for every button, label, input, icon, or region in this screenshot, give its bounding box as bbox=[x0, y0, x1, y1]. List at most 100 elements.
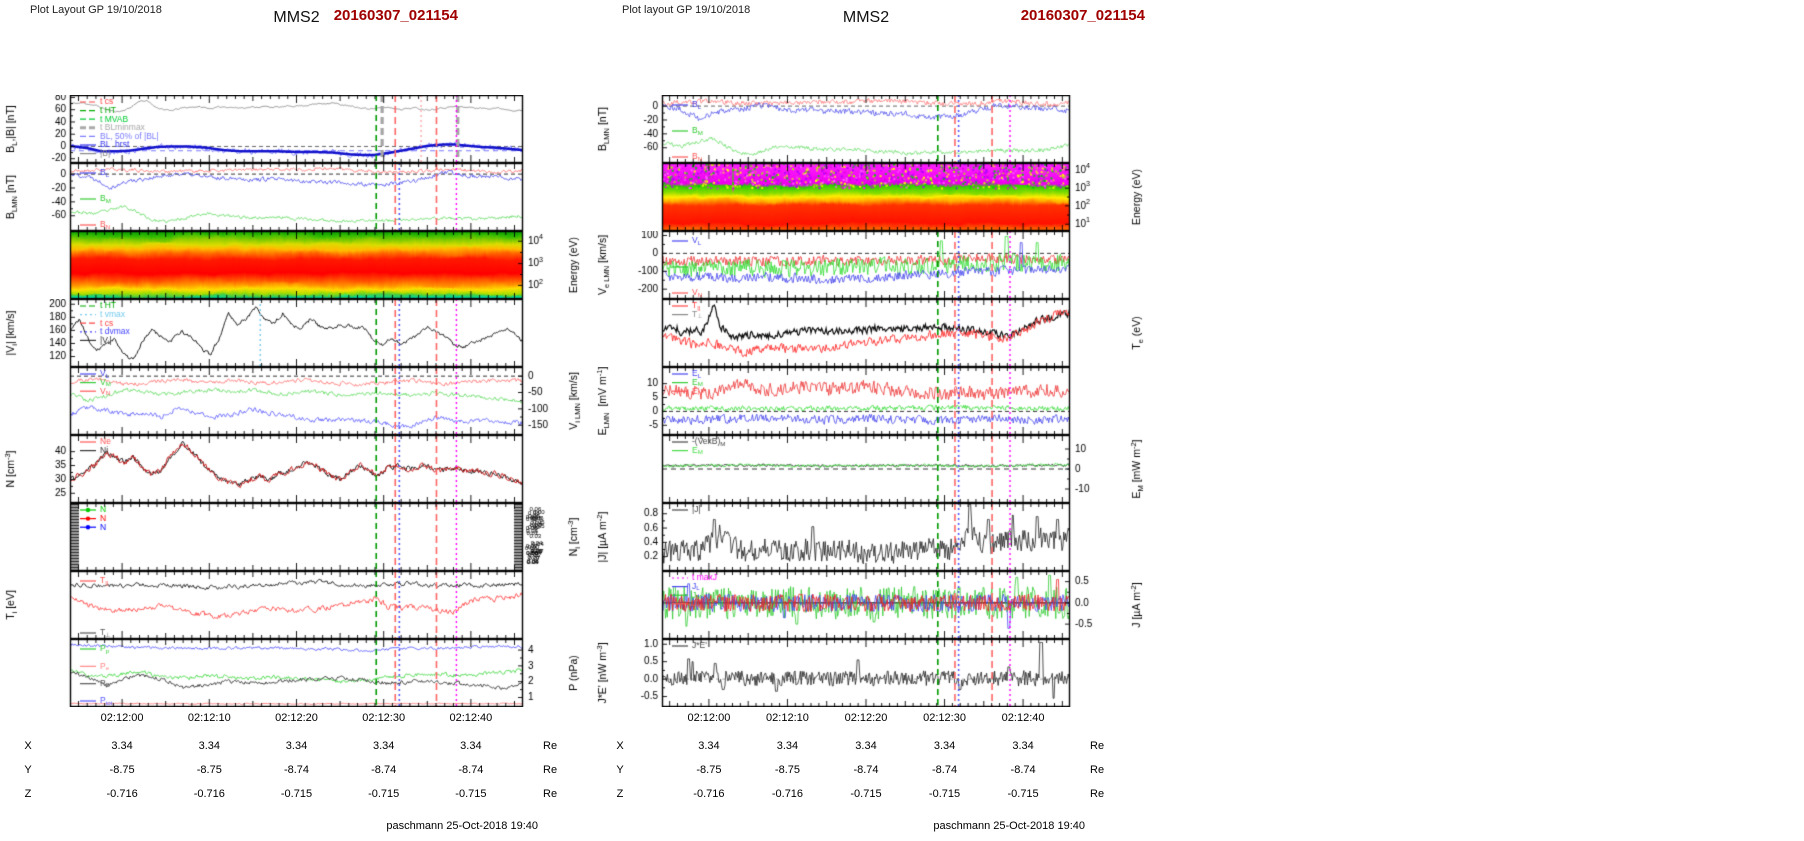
panel-bl-b bbox=[0, 95, 587, 163]
panel-ti bbox=[0, 571, 587, 639]
position-value: -0.715 bbox=[368, 788, 400, 800]
panel-canvas-electron-spectrogram bbox=[592, 163, 1150, 231]
position-unit: Re bbox=[1090, 788, 1105, 800]
time-tick-label: 02:12:10 bbox=[766, 712, 809, 724]
time-tick-label: 02:12:40 bbox=[1001, 712, 1045, 724]
panel-canvas-em bbox=[592, 435, 1150, 503]
position-row-label-y: Y bbox=[24, 764, 32, 776]
panel-electron-spectrogram bbox=[592, 163, 1150, 231]
panel-canvas-vi-lmn bbox=[0, 367, 587, 435]
position-value: 3.34 bbox=[111, 740, 133, 752]
panel-canvas-j-dot-e bbox=[592, 639, 1150, 707]
time-tick-label: 02:12:40 bbox=[449, 712, 493, 724]
position-value: 3.34 bbox=[776, 740, 799, 752]
position-unit: Re bbox=[1090, 740, 1105, 752]
position-value: 3.34 bbox=[855, 740, 877, 752]
position-value: -0.716 bbox=[106, 788, 138, 800]
time-tick-label: 02:12:00 bbox=[687, 712, 731, 724]
position-value: -8.75 bbox=[696, 764, 722, 776]
panel-j-dot-e bbox=[592, 639, 1150, 707]
panel-canvas-ve-lmn bbox=[592, 231, 1150, 299]
position-value: -0.715 bbox=[1007, 788, 1039, 800]
right-column: Plot layout GP 19/10/2018 MMS2 20160307_… bbox=[592, 0, 1150, 841]
position-row-label-z: Z bbox=[24, 788, 32, 800]
plot-layout-label: Plot layout GP 19/10/2018 bbox=[622, 4, 751, 16]
position-value: -8.75 bbox=[774, 764, 800, 776]
dataset-id: 20160307_021154 bbox=[333, 7, 458, 24]
time-tick-label: 02:12:30 bbox=[923, 712, 966, 724]
panel-n-species bbox=[0, 503, 587, 571]
panel-blmn bbox=[0, 163, 587, 231]
time-tick-label: 02:12:20 bbox=[275, 712, 318, 724]
panel-ion-spectrogram bbox=[0, 231, 587, 299]
position-value: -0.716 bbox=[193, 788, 225, 800]
position-value: -8.74 bbox=[458, 764, 484, 776]
position-value: -8.74 bbox=[371, 764, 397, 776]
spacecraft-title: MMS2 bbox=[273, 9, 320, 26]
position-value: 3.34 bbox=[698, 740, 720, 752]
panel-canvas-ti bbox=[0, 571, 587, 639]
panel-pressure bbox=[0, 639, 587, 707]
position-value: 3.34 bbox=[372, 740, 395, 752]
position-value: -8.75 bbox=[109, 764, 135, 776]
position-unit: Re bbox=[1090, 764, 1105, 776]
panel-te bbox=[592, 299, 1150, 367]
position-row-label-y: Y bbox=[616, 764, 624, 776]
position-value: 3.34 bbox=[198, 740, 221, 752]
panel-em bbox=[592, 435, 1150, 503]
time-tick-label: 02:12:00 bbox=[100, 712, 144, 724]
panel-canvas-blmn bbox=[0, 163, 587, 231]
panel-blmn-burst bbox=[592, 95, 1150, 163]
panel-canvas-bl-b bbox=[0, 95, 587, 163]
panel-e-lmn bbox=[592, 367, 1150, 435]
position-unit: Re bbox=[543, 764, 558, 776]
left-footer: paschmann 25-Oct-2018 19:40 bbox=[386, 820, 538, 832]
panel-j-mag bbox=[592, 503, 1150, 571]
position-row-label-z: Z bbox=[616, 788, 624, 800]
panel-canvas-vi-mag bbox=[0, 299, 587, 367]
position-value: -0.715 bbox=[928, 788, 961, 800]
panel-canvas-j-mag bbox=[592, 503, 1150, 571]
position-value: -8.74 bbox=[1010, 764, 1036, 776]
time-tick-label: 02:12:20 bbox=[844, 712, 888, 724]
panel-canvas-pressure bbox=[0, 639, 587, 707]
plot-layout-label: Plot Layout GP 19/10/2018 bbox=[30, 4, 162, 16]
left-panel-stack bbox=[0, 95, 587, 707]
panel-vi-mag bbox=[0, 299, 587, 367]
panel-canvas-n-species bbox=[0, 503, 587, 571]
right-panel-stack bbox=[592, 95, 1150, 707]
position-unit: Re bbox=[543, 740, 558, 752]
position-row-label-x: X bbox=[24, 740, 32, 752]
position-value: -0.715 bbox=[280, 788, 313, 800]
position-value: -8.74 bbox=[931, 764, 958, 776]
position-value: -0.716 bbox=[693, 788, 725, 800]
position-value: -0.715 bbox=[455, 788, 487, 800]
time-tick-label: 02:12:10 bbox=[187, 712, 231, 724]
left-column: Plot Layout GP 19/10/2018 MMS2 20160307_… bbox=[0, 0, 587, 841]
position-value: -0.716 bbox=[771, 788, 804, 800]
time-tick-label: 02:12:30 bbox=[362, 712, 406, 724]
position-value: -0.715 bbox=[850, 788, 882, 800]
position-value: 3.34 bbox=[933, 740, 956, 752]
position-value: 3.34 bbox=[1012, 740, 1034, 752]
panel-density bbox=[0, 435, 587, 503]
position-row-label-x: X bbox=[616, 740, 624, 752]
panel-vi-lmn bbox=[0, 367, 587, 435]
panel-canvas-blmn-burst bbox=[592, 95, 1150, 163]
panel-canvas-te bbox=[592, 299, 1150, 367]
dataset-id: 20160307_021154 bbox=[1020, 7, 1145, 24]
panel-j-lmn bbox=[592, 571, 1150, 639]
position-value: -8.74 bbox=[283, 764, 310, 776]
panel-canvas-j-lmn bbox=[592, 571, 1150, 639]
position-value: -8.74 bbox=[853, 764, 879, 776]
panel-ve-lmn bbox=[592, 231, 1150, 299]
panel-canvas-density bbox=[0, 435, 587, 503]
panel-canvas-e-lmn bbox=[592, 367, 1150, 435]
position-unit: Re bbox=[543, 788, 558, 800]
spacecraft-title: MMS2 bbox=[842, 9, 890, 26]
right-footer: paschmann 25-Oct-2018 19:40 bbox=[933, 820, 1085, 832]
position-value: 3.34 bbox=[460, 740, 482, 752]
position-value: -8.75 bbox=[196, 764, 222, 776]
panel-canvas-ion-spectrogram bbox=[0, 231, 587, 299]
